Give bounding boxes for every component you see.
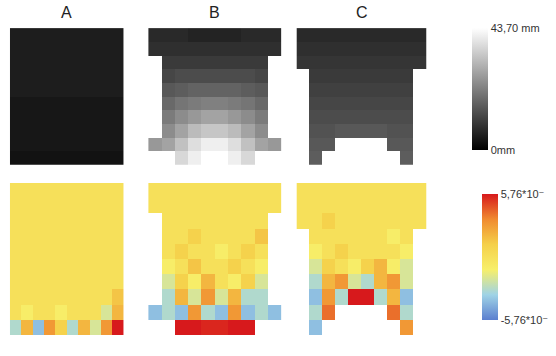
svg-text:0mm: 0mm <box>491 144 515 156</box>
svg-text:43,70 mm: 43,70 mm <box>491 22 540 34</box>
svg-text:B: B <box>209 4 220 21</box>
svg-text:-5,76*10⁻: -5,76*10⁻ <box>501 314 549 326</box>
svg-text:C: C <box>356 4 368 21</box>
svg-text:5,76*10⁻: 5,76*10⁻ <box>501 188 545 200</box>
svg-text:A: A <box>61 4 72 21</box>
